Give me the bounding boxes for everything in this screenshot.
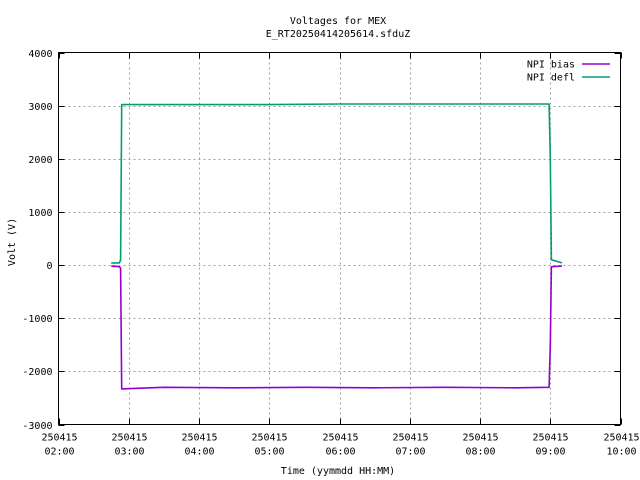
grid-lines — [58, 52, 621, 425]
x-tick-time-label: 04:00 — [184, 447, 214, 458]
x-tick-date-label: 250415 — [392, 433, 428, 444]
x-tick-date-label: 250415 — [251, 433, 287, 444]
chart-subtitle: E_RT20250414205614.sfduZ — [266, 29, 411, 40]
x-axis-label: Time (yymmdd HH:MM) — [281, 466, 395, 477]
series-lines — [111, 103, 563, 390]
x-tick-date-label: 250415 — [603, 433, 639, 444]
x-tick-time-label: 10:00 — [606, 447, 636, 458]
x-tick-time-label: 03:00 — [114, 447, 144, 458]
legend-label: NPI bias — [527, 60, 575, 71]
y-tick-label: 1000 — [28, 208, 52, 219]
y-tick-label: 4000 — [28, 49, 52, 60]
x-tick-date-label: 250415 — [532, 433, 568, 444]
x-tick-time-label: 09:00 — [535, 447, 565, 458]
axis-ticks: 40003000200010000-1000-2000-300025041502… — [22, 49, 639, 458]
chart-title: Voltages for MEX — [290, 16, 386, 27]
y-tick-label: 0 — [46, 261, 52, 272]
y-tick-label: -3000 — [22, 421, 52, 432]
x-tick-date-label: 250415 — [322, 433, 358, 444]
plot-frame — [58, 52, 621, 425]
x-tick-date-label: 250415 — [181, 433, 217, 444]
y-tick-label: -1000 — [22, 314, 52, 325]
series-line-npi-bias — [111, 265, 563, 390]
x-tick-time-label: 08:00 — [465, 447, 495, 458]
x-tick-time-label: 06:00 — [325, 447, 355, 458]
x-tick-time-label: 05:00 — [254, 447, 284, 458]
x-tick-date-label: 250415 — [41, 433, 77, 444]
series-line-npi-defl — [111, 103, 563, 264]
legend-label: NPI defl — [527, 73, 575, 84]
x-tick-date-label: 250415 — [462, 433, 498, 444]
y-tick-label: 2000 — [28, 155, 52, 166]
x-tick-time-label: 07:00 — [395, 447, 425, 458]
legend: NPI bias NPI defl — [527, 60, 610, 84]
y-tick-label: 3000 — [28, 102, 52, 113]
y-tick-label: -2000 — [22, 367, 52, 378]
x-tick-time-label: 02:00 — [44, 447, 74, 458]
x-tick-date-label: 250415 — [111, 433, 147, 444]
y-axis-label: Volt (V) — [7, 218, 18, 266]
